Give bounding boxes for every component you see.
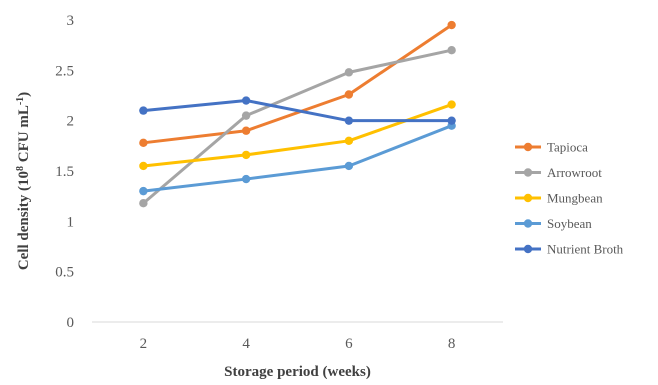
legend-swatch-marker	[523, 219, 533, 228]
data-point	[447, 116, 456, 125]
legend-item: Arrowroot	[515, 165, 602, 180]
x-tick-label: 6	[345, 336, 353, 352]
y-tick-label: 1	[67, 214, 75, 230]
data-point	[139, 106, 148, 115]
data-point	[447, 20, 456, 30]
series-tapioca	[139, 20, 456, 148]
x-tick-label: 4	[242, 336, 250, 352]
data-point	[344, 68, 354, 77]
series-nutrient-broth	[139, 96, 456, 125]
legend-item: Tapioca	[515, 140, 588, 155]
y-axis-title-exponent: 8	[15, 166, 26, 171]
data-point	[344, 136, 354, 145]
data-point	[139, 138, 148, 148]
y-axis-title-unit: CFU mL	[16, 105, 32, 166]
data-point	[447, 100, 456, 109]
legend-label: Arrowroot	[547, 165, 602, 180]
data-point	[139, 161, 148, 171]
x-tick-label: 8	[448, 336, 456, 352]
series-line	[141, 48, 454, 205]
legend-swatch-marker	[523, 193, 533, 203]
y-axis-title-unit-exponent: -1	[15, 97, 26, 105]
series-line	[141, 124, 454, 193]
y-axis-title: Cell density (108 CFU mL-1)	[15, 92, 33, 270]
data-point	[447, 46, 456, 55]
y-tick-label: 2	[67, 114, 75, 130]
series-mungbean	[139, 100, 456, 171]
data-point	[241, 96, 251, 105]
legend: Tapioca Arrowroot Mungbean Soybean Nutrient …	[515, 140, 624, 257]
legend-label: Nutrient Broth	[547, 242, 624, 257]
legend-item: Mungbean	[515, 191, 603, 206]
y-axis-title-main: Cell density (10	[16, 171, 32, 270]
data-point	[139, 186, 148, 196]
legend-swatch-marker	[523, 168, 533, 177]
x-axis-title: Storage period (weeks)	[224, 364, 371, 380]
legend-label: Soybean	[547, 216, 592, 231]
data-point	[241, 126, 251, 135]
legend-item: Soybean	[515, 216, 592, 231]
data-point	[344, 161, 354, 171]
y-tick-label: 2.5	[55, 63, 74, 79]
legend-item: Nutrient Broth	[515, 242, 624, 257]
legend-label: Tapioca	[547, 140, 588, 155]
x-tick-label: 2	[140, 336, 148, 352]
data-point	[241, 174, 251, 184]
legend-swatch-marker	[523, 244, 533, 254]
data-point	[344, 116, 354, 125]
series-soybean	[139, 121, 456, 196]
x-axis-ticks: 2 4 6 8	[140, 336, 456, 352]
series-line	[141, 23, 454, 145]
data-point	[241, 111, 251, 120]
series-line	[141, 99, 454, 123]
data-point	[241, 150, 251, 160]
series-line	[141, 103, 454, 168]
legend-label: Mungbean	[547, 191, 603, 206]
data-point	[344, 90, 354, 99]
data-point	[139, 199, 148, 208]
series-layer	[139, 20, 456, 208]
y-tick-label: 1.5	[55, 164, 74, 180]
y-tick-label: 0.5	[55, 265, 74, 281]
legend-swatch-marker	[523, 142, 533, 152]
y-axis-ticks: 0 0.5 1 1.5 2 2.5 3	[55, 13, 74, 331]
y-tick-label: 0	[67, 315, 75, 331]
y-tick-label: 3	[67, 13, 75, 29]
series-arrowroot	[139, 46, 456, 208]
y-axis-title-close: )	[16, 92, 32, 97]
